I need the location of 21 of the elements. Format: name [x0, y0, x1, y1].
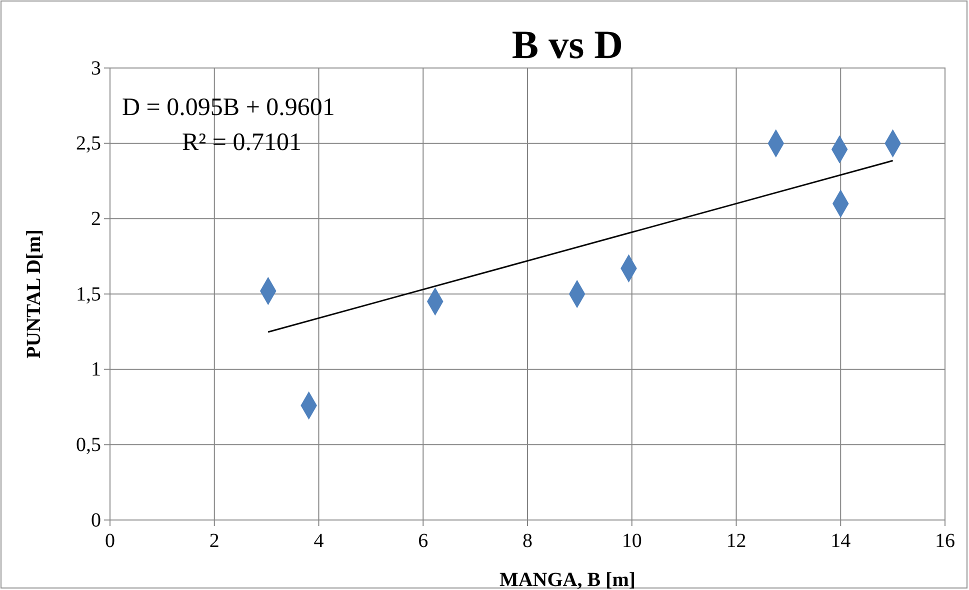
y-tick-label: 1: [91, 358, 101, 381]
y-tick-label: 2,5: [76, 132, 101, 155]
y-tick-label: 0,5: [76, 434, 101, 456]
annotation: D = 0.095B + 0.9601: [122, 94, 335, 121]
y-tick-label: 1,5: [76, 283, 101, 306]
x-tick-label: 6: [418, 530, 428, 552]
x-tick-label: 12: [726, 530, 746, 552]
y-tick-label: 2: [91, 208, 101, 230]
annotation: R² = 0.7101: [182, 129, 302, 156]
chart-title: B vs D: [512, 22, 624, 67]
x-axis-title: MANGA, B [m]: [499, 569, 636, 590]
x-tick-label: 16: [935, 530, 955, 552]
x-tick-label: 4: [314, 530, 324, 552]
y-tick-label: 3: [91, 57, 101, 80]
x-tick-label: 2: [209, 530, 220, 552]
y-axis-title: PUNTAL D[m]: [23, 229, 45, 359]
x-tick-label: 0: [105, 530, 115, 552]
x-tick-label: 10: [622, 530, 642, 552]
x-tick-label: 14: [830, 530, 851, 552]
x-tick-label: 8: [522, 530, 532, 552]
y-tick-label: 0: [91, 509, 101, 532]
